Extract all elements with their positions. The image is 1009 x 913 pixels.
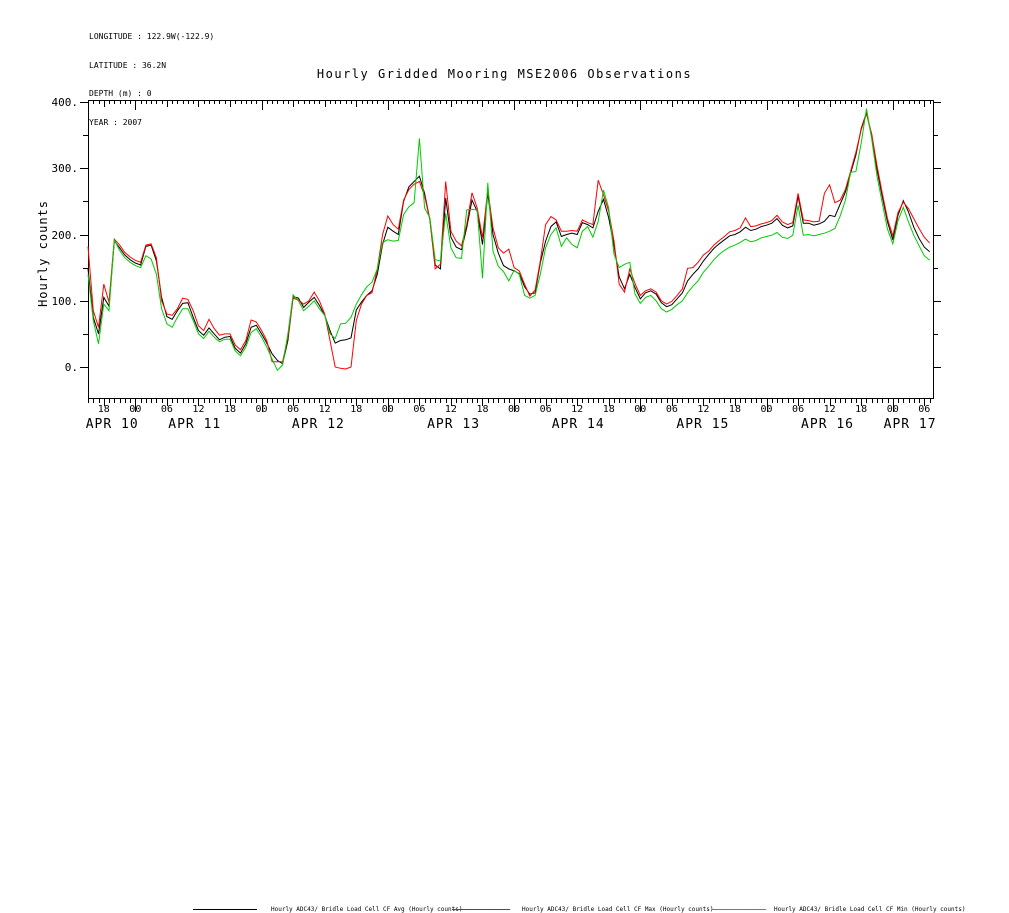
legend-line-min xyxy=(712,909,766,910)
series-max-line xyxy=(87,112,930,370)
hour-tick-label: 06 xyxy=(665,404,678,415)
y-tick-label: 100. xyxy=(51,294,79,308)
hour-tick-label: 18 xyxy=(223,404,237,415)
hour-tick-label: 18 xyxy=(728,404,741,415)
hour-tick-label: 06 xyxy=(792,404,805,415)
hour-tick-label: 18 xyxy=(602,404,615,415)
legend-label-max: Hourly ADC43/ Bridle Load Cell CF Max (H… xyxy=(522,906,714,913)
hour-tick-label: 18 xyxy=(97,404,110,415)
y-tick-label: 0. xyxy=(64,361,78,374)
hour-tick-label: 18 xyxy=(855,404,868,415)
hour-tick-label: 00 xyxy=(381,404,394,415)
legend-line-avg xyxy=(193,909,257,910)
date-label: APR 14 xyxy=(551,417,605,432)
hour-tick-label: 12 xyxy=(571,404,584,415)
depth-label: DEPTH (m) : 0 xyxy=(89,89,152,98)
hour-tick-label: 18 xyxy=(476,404,489,415)
date-label: APR 13 xyxy=(427,417,481,432)
y-tick-label: 200. xyxy=(51,228,79,242)
date-label: APR 10 xyxy=(85,417,139,432)
hour-tick-label: 12 xyxy=(192,404,205,415)
hour-tick-label: 12 xyxy=(823,404,836,415)
date-label: APR 16 xyxy=(801,417,855,432)
date-label: APR 17 xyxy=(883,417,937,432)
hour-tick-label: 00 xyxy=(129,404,142,415)
hour-tick-label: 00 xyxy=(255,404,268,415)
axes-box xyxy=(88,100,934,399)
latitude-label: LATITUDE : 36.2N xyxy=(89,60,167,70)
hour-tick-label: 06 xyxy=(287,404,300,415)
legend-label-min: Hourly ADC43/ Bridle Load Cell CF Min (H… xyxy=(774,906,966,913)
legend-line-max xyxy=(452,909,510,910)
hour-tick-label: 12 xyxy=(697,404,710,415)
date-label: APR 15 xyxy=(676,417,730,432)
hour-tick-label: 00 xyxy=(886,404,899,415)
year-label: YEAR : 2007 xyxy=(89,117,142,127)
hour-tick-label: 06 xyxy=(413,404,426,415)
date-label: APR 11 xyxy=(168,417,222,432)
series-min-line xyxy=(87,108,930,372)
hour-tick-label: 06 xyxy=(918,404,931,415)
hour-tick-label: 06 xyxy=(160,404,173,415)
hour-tick-label: 12 xyxy=(318,404,331,415)
legend: Hourly ADC43/ Bridle Load Cell CF Avg (H… xyxy=(0,450,1009,913)
chart-title: Hourly Gridded Mooring MSE2006 Observati… xyxy=(316,67,693,81)
hour-tick-label: 06 xyxy=(539,404,552,415)
y-tick-label: 300. xyxy=(51,162,79,176)
y-tick-label: 400. xyxy=(51,96,79,109)
longitude-label: LONGITUDE : 122.9W(-122.9) xyxy=(89,32,215,41)
metadata-block: LONGITUDE : 122.9W(-122.9) LATITUDE : 36… xyxy=(89,13,214,137)
series-avg-line xyxy=(87,110,930,365)
date-label: APR 12 xyxy=(291,417,345,432)
hour-tick-label: 00 xyxy=(508,404,521,415)
legend-label-avg: Hourly ADC43/ Bridle Load Cell CF Avg (H… xyxy=(271,906,463,913)
hour-tick-label: 18 xyxy=(350,404,363,415)
hour-tick-label: 12 xyxy=(444,404,457,415)
hour-tick-label: 00 xyxy=(760,404,773,415)
hour-tick-label: 00 xyxy=(634,404,647,415)
plot-area xyxy=(80,100,941,412)
